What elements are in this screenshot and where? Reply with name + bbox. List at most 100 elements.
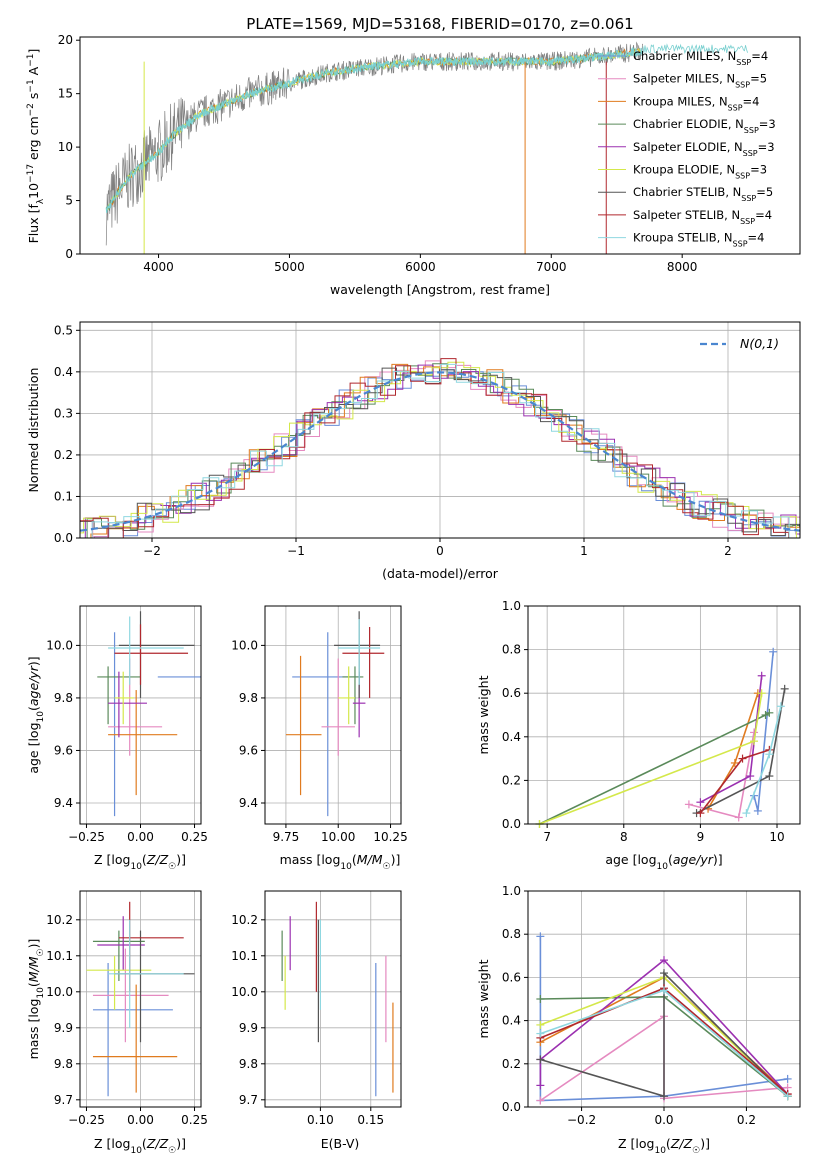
legend-subscript: SSP <box>735 80 750 89</box>
z_weight-xlabel: Z [log10(Z/Z☉)] <box>618 1136 710 1156</box>
x-tick-label: 0.10 <box>307 1113 334 1127</box>
age_weight-xlabel-part: age/yr <box>673 852 714 867</box>
x-tick-label: 0.2 <box>737 1113 756 1127</box>
kroupa_miles-weight-marker <box>730 758 739 767</box>
age_weight-ylabel-part: mass weight <box>476 675 491 754</box>
salpeter_elodie-weight-marker <box>696 798 705 807</box>
ebv_mass-panel <box>265 891 401 1107</box>
y-tick-label: 9.8 <box>54 691 73 705</box>
legend-label-kroupa_stelib: Kroupa STELIB, NSSP=4 <box>633 231 764 249</box>
ebv_mass-marks <box>281 901 394 1097</box>
spectrum-panel <box>105 41 748 254</box>
residuals-xlabel-part: (data-model)/error <box>382 566 499 581</box>
age_weight-frame <box>527 605 801 825</box>
x-tick-label: 0.25 <box>181 830 208 844</box>
z_weight-xlabel-part: )] <box>700 1136 710 1151</box>
y-tick-label: 9.8 <box>54 1057 73 1071</box>
z_age-xlabel-part: Z/Z <box>146 852 169 867</box>
x-tick-label: 0.00 <box>127 830 154 844</box>
salpeter_miles-weight-marker <box>684 800 693 809</box>
y-tick-label: 9.9 <box>239 1021 258 1035</box>
y-tick-label: 0.2 <box>502 773 521 787</box>
salpeter_miles-weight-marker <box>536 1096 545 1105</box>
x-tick-label: −0.25 <box>68 830 105 844</box>
z_age-xlabel-part: )] <box>176 852 186 867</box>
y-tick-label: 9.7 <box>54 1093 73 1107</box>
z_age-xlabel-part: Z [log <box>94 852 130 867</box>
z_mass-ylabel: mass [log10(M/M☉)] <box>26 939 46 1060</box>
spectrum-ylabel-part: Flux [f <box>26 204 41 244</box>
mass_age-xlabel-part: ☉ <box>383 862 391 872</box>
mass_age-xlabel-part: 10 <box>340 862 352 872</box>
y-tick-label: 0.4 <box>54 365 73 379</box>
y-tick-label: 9.9 <box>54 1021 73 1035</box>
y-tick-label: 10.0 <box>46 985 73 999</box>
spectrum-ylabel-part: ] <box>26 49 41 54</box>
x-tick-label: 10.25 <box>373 830 407 844</box>
y-tick-label: 10.1 <box>46 949 73 963</box>
legend-subscript: SSP <box>733 239 748 248</box>
z_age-xlabel: Z [log10(Z/Z☉)] <box>94 852 186 872</box>
z_weight-xlabel-part: 10 <box>654 1146 666 1156</box>
spectrum-marks <box>105 41 748 254</box>
y-tick-label: 0.5 <box>54 323 73 337</box>
salpeter_elodie-weight-marker <box>757 671 766 680</box>
legend-text: Chabrier ELODIE, N <box>633 117 744 131</box>
y-tick-label: 10.0 <box>46 638 73 652</box>
y-tick-label: 9.6 <box>239 743 258 757</box>
mass_age-marks <box>285 611 385 817</box>
chabrier_miles-weight-marker <box>783 1074 792 1083</box>
legend-value: =3 <box>758 140 775 154</box>
z_age-xlabel-part: ☉ <box>168 862 176 872</box>
legend-value: =4 <box>755 208 772 222</box>
age_weight-xlabel-part: age [log <box>605 852 656 867</box>
z_mass-ylabel-part: ☉ <box>36 948 46 956</box>
y-tick-label: 5 <box>65 194 73 208</box>
y-tick-label: 1.0 <box>502 884 521 898</box>
chabrier_stelib-weight-marker <box>660 1092 668 1101</box>
legend-subscript: SSP <box>744 126 759 135</box>
x-tick-label: 5000 <box>274 260 305 274</box>
legend-text: Kroupa MILES, N <box>633 94 728 108</box>
spectrum-ylabel-part: A <box>26 66 41 79</box>
z_age-ylabel-part: )] <box>26 656 41 666</box>
mass_age-xlabel-part: )] <box>391 852 401 867</box>
z_mass-panel <box>80 891 201 1107</box>
salpeter_miles-weight-marker <box>750 728 759 737</box>
legend-subscript: SSP <box>736 58 751 67</box>
legend-text: Chabrier STELIB, N <box>633 185 741 199</box>
legend-label-chabrier_miles: Chabrier MILES, NSSP=4 <box>633 49 768 67</box>
legend-subscript: SSP <box>741 194 756 203</box>
salpeter_elodie-weight-marker <box>536 1081 545 1090</box>
y-tick-label: 1.0 <box>502 599 521 613</box>
z_age-ylabel-part: age [log <box>26 722 41 773</box>
x-tick-label: 4000 <box>143 260 174 274</box>
y-tick-label: 10 <box>58 140 73 154</box>
mass_age-xlabel-part: mass [log <box>280 852 341 867</box>
legend-subscript: SSP <box>735 171 750 180</box>
z_age-panel <box>80 606 201 824</box>
y-tick-label: 9.6 <box>54 743 73 757</box>
mass_age-panel <box>265 606 401 824</box>
spectrum-ylabel-part: erg cm <box>26 116 41 164</box>
x-tick-label: 10.00 <box>321 830 355 844</box>
x-tick-label: −1 <box>287 544 305 558</box>
chabrier_elodie-weight-marker <box>536 995 545 1003</box>
spectrum-legend: Chabrier MILES, NSSP=4 Salpeter MILES, NS… <box>598 49 776 248</box>
x-tick-label: −2 <box>143 544 161 558</box>
y-tick-label: 10.2 <box>46 913 73 927</box>
z_age-ylabel-part: 10 <box>36 711 46 723</box>
legend-label-salpeter_miles: Salpeter MILES, NSSP=5 <box>633 72 767 90</box>
x-tick-label: 10 <box>769 830 784 844</box>
x-tick-label: −0.25 <box>68 1113 105 1127</box>
legend-subscript: SSP <box>740 216 755 225</box>
spectrum-ylabel-part: s <box>26 93 41 104</box>
kroupa_stelib-weight-marker <box>765 750 774 759</box>
residuals-xlabel: (data-model)/error <box>382 566 499 581</box>
y-tick-label: 10.0 <box>231 638 258 652</box>
chabrier_stelib-weight-marker <box>765 772 774 781</box>
chabrier_miles-weight-marker <box>769 647 778 656</box>
kroupa_elodie-weight-marker <box>750 737 759 746</box>
kroupa_elodie-weight-marker <box>536 1020 545 1029</box>
